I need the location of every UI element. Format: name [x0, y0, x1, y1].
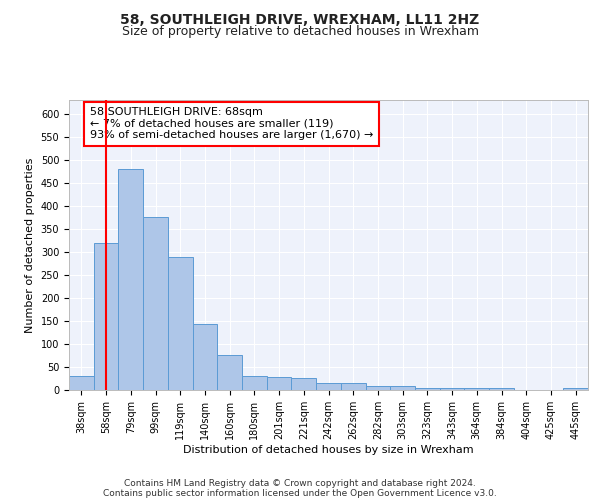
Bar — [69, 376, 94, 390]
Bar — [341, 383, 365, 390]
Bar — [94, 242, 118, 390]
Bar — [193, 324, 217, 390]
Bar — [217, 356, 242, 390]
Bar — [118, 169, 143, 390]
Bar — [316, 383, 341, 390]
Bar — [168, 256, 193, 390]
Bar — [390, 386, 415, 390]
Text: Size of property relative to detached houses in Wrexham: Size of property relative to detached ho… — [121, 25, 479, 38]
Bar — [440, 388, 464, 390]
Text: Contains HM Land Registry data © Crown copyright and database right 2024.: Contains HM Land Registry data © Crown c… — [124, 478, 476, 488]
Bar — [489, 388, 514, 390]
Bar — [143, 218, 168, 390]
Bar — [267, 377, 292, 390]
Text: 58, SOUTHLEIGH DRIVE, WREXHAM, LL11 2HZ: 58, SOUTHLEIGH DRIVE, WREXHAM, LL11 2HZ — [121, 12, 479, 26]
Bar — [563, 388, 588, 390]
Bar — [415, 388, 440, 390]
Text: Contains public sector information licensed under the Open Government Licence v3: Contains public sector information licen… — [103, 488, 497, 498]
Y-axis label: Number of detached properties: Number of detached properties — [25, 158, 35, 332]
Bar — [242, 376, 267, 390]
Text: 58 SOUTHLEIGH DRIVE: 68sqm
← 7% of detached houses are smaller (119)
93% of semi: 58 SOUTHLEIGH DRIVE: 68sqm ← 7% of detac… — [90, 108, 373, 140]
Bar — [292, 378, 316, 390]
X-axis label: Distribution of detached houses by size in Wrexham: Distribution of detached houses by size … — [183, 444, 474, 454]
Bar — [464, 388, 489, 390]
Bar — [365, 386, 390, 390]
